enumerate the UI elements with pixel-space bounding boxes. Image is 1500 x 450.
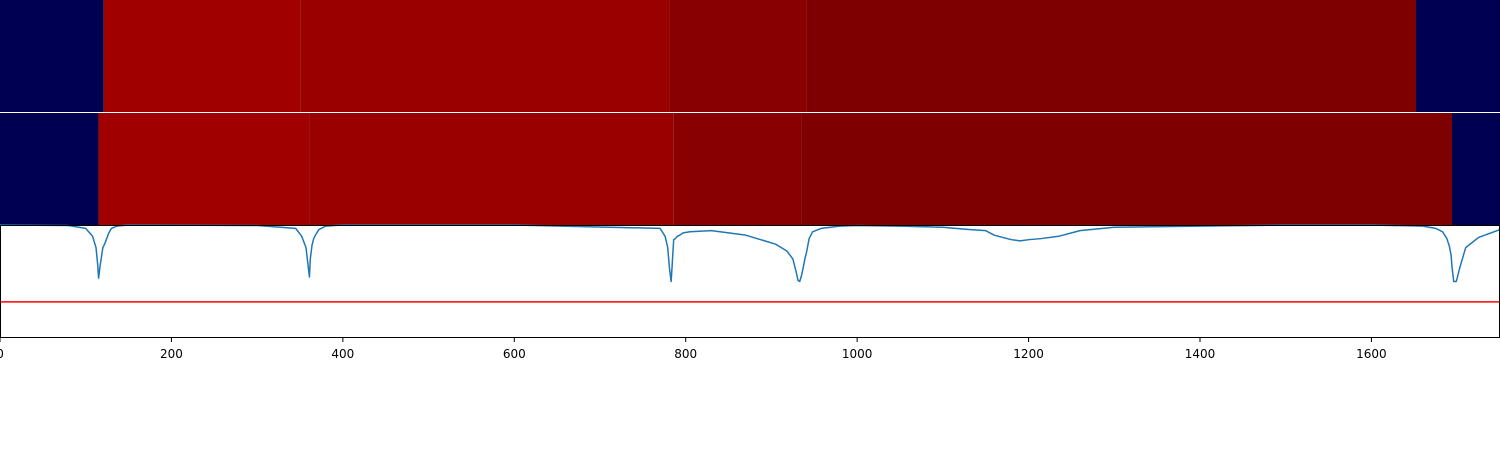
x-tick-label: 600 <box>503 347 526 361</box>
heatmap-1-segment-2 <box>103 0 301 112</box>
x-axis: 0 200 400 600 800 1000 1200 1400 1600 <box>0 338 1387 361</box>
line-plot-panel <box>0 224 1500 338</box>
heatmap-panel-2 <box>0 113 1500 225</box>
heatmap-2-segment-5 <box>801 113 1452 225</box>
heatmap-2-segment-2 <box>98 113 310 225</box>
heatmap-1-segment-1 <box>0 0 104 112</box>
x-tick-label: 1000 <box>842 347 873 361</box>
heatmap-1-segment-5 <box>806 0 1416 112</box>
heatmap-1-segment-4 <box>669 0 807 112</box>
x-tick-label: 400 <box>331 347 354 361</box>
x-tick-label: 0 <box>0 347 4 361</box>
heatmap-panel-1 <box>0 0 1500 112</box>
x-tick-label: 200 <box>160 347 183 361</box>
heatmap-2-segment-3 <box>309 113 674 225</box>
x-tick-label: 1400 <box>1185 347 1216 361</box>
heatmap-2-segment-4 <box>673 113 802 225</box>
heatmap-1-segment-6 <box>1416 0 1500 112</box>
heatmap-1-segment-3 <box>300 0 670 112</box>
plot-background <box>0 225 1500 338</box>
x-tick-label: 800 <box>674 347 697 361</box>
x-tick-label: 1600 <box>1356 347 1387 361</box>
heatmap-2-segment-6 <box>1452 113 1500 225</box>
x-tick-label: 1200 <box>1013 347 1044 361</box>
heatmap-2-segment-1 <box>0 113 99 225</box>
